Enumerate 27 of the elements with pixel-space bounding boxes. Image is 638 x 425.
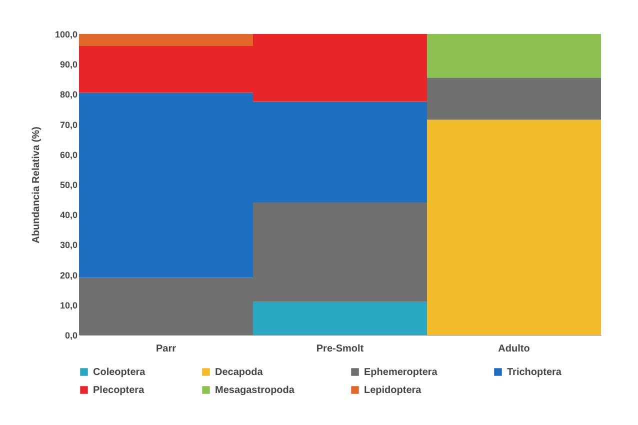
- legend-label: Mesagastropoda: [215, 385, 295, 396]
- y-tick-label: 40,0: [60, 210, 78, 220]
- y-tick-label: 50,0: [60, 180, 78, 190]
- y-tick-label: 70,0: [60, 120, 78, 130]
- legend-label: Decapoda: [215, 367, 264, 378]
- legend-label: Trichoptera: [507, 367, 562, 378]
- legend-label: Lepidoptera: [364, 385, 422, 396]
- x-tick-label: Adulto: [498, 344, 530, 354]
- y-tick-label: 20,0: [60, 270, 78, 280]
- y-tick-label: 60,0: [60, 150, 78, 160]
- bar: [427, 34, 601, 78]
- y-tick-label: 10,0: [60, 300, 78, 310]
- y-tick-label: 100,0: [54, 30, 78, 40]
- bar: [427, 120, 601, 335]
- bar: [427, 78, 601, 120]
- y-axis-title: Abundancia Relativa (%): [30, 126, 42, 244]
- y-tick-label: 0,0: [64, 330, 78, 340]
- bar: [79, 34, 253, 46]
- y-tick-label: 30,0: [60, 240, 78, 250]
- x-tick-label: Pre-Smolt: [316, 344, 364, 354]
- legend-label: Plecoptera: [93, 385, 145, 396]
- y-tick-label: 80,0: [60, 90, 78, 100]
- legend-label: Coleoptera: [93, 367, 146, 378]
- legend-label: Ephemeroptera: [364, 367, 438, 378]
- x-tick-label: Parr: [156, 344, 176, 354]
- bar: [253, 302, 427, 335]
- y-tick-label: 90,0: [60, 60, 78, 70]
